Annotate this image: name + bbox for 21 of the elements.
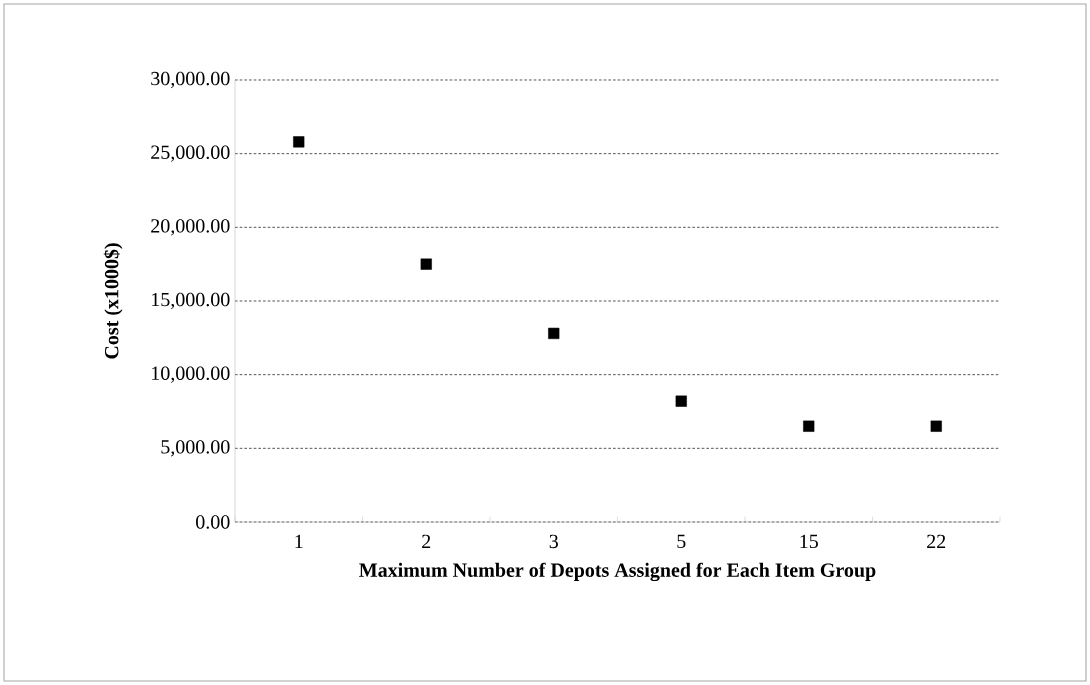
x-tick-label: 22 [927, 534, 946, 548]
y-tick-label: 25,000.00 [151, 145, 230, 162]
y-axis-title: Cost (x1000$) [103, 243, 123, 359]
point [930, 420, 942, 432]
y-tick-label: 0.00 [196, 515, 230, 529]
x-tick-label: 1 [295, 534, 303, 548]
point [420, 258, 432, 270]
x-tick-label: 15 [800, 534, 818, 549]
y-tick-label: 10,000.00 [152, 366, 230, 383]
point [675, 395, 687, 407]
point [803, 420, 815, 432]
x-tick-label: 5 [677, 534, 686, 548]
y-tick-label: 30,000.00 [151, 71, 230, 89]
y-tick-label: 15,000.00 [152, 292, 230, 310]
y-tick-label: 5,000.00 [161, 440, 230, 457]
x-tick-label: 2 [422, 534, 431, 548]
point [548, 327, 560, 340]
y-tick-label: 20,000.00 [151, 219, 230, 236]
x-axis-title: Maximum Number of Depots Assigned for Each Item Group [359, 562, 876, 582]
x-tick-label: 3 [549, 534, 558, 549]
point [293, 136, 305, 148]
